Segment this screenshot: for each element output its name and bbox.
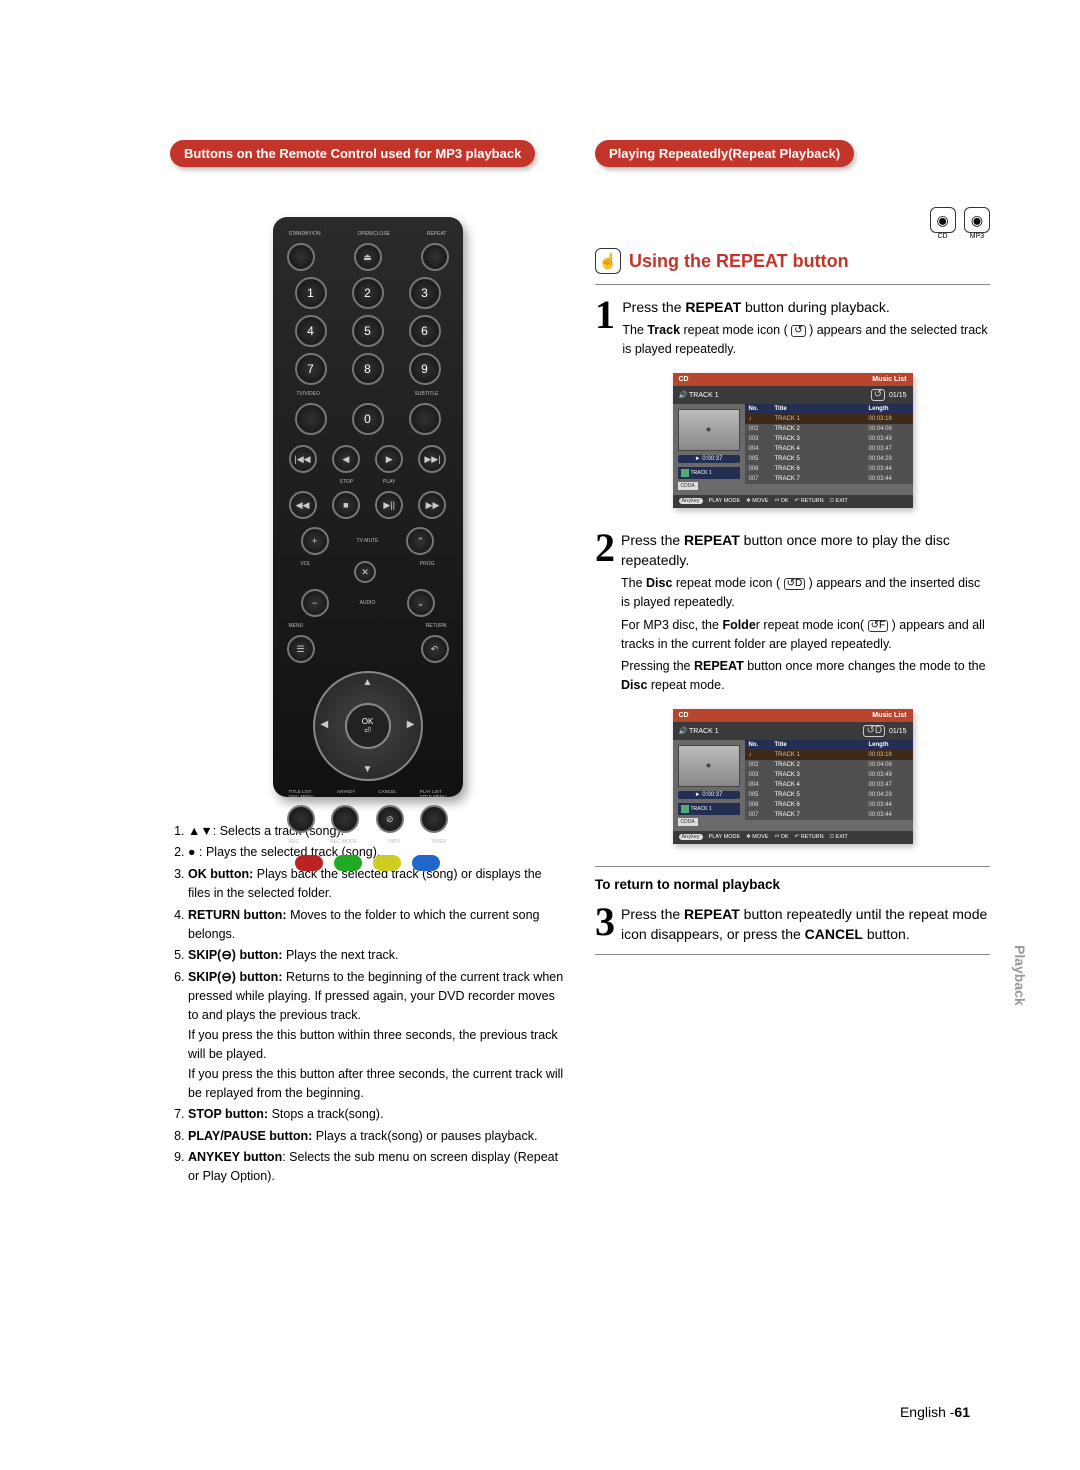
dpad[interactable]: ▲ ▼ ◀ ▶ OK⏎	[313, 671, 423, 781]
btn-mute[interactable]: ✕	[354, 561, 376, 583]
btn-blue[interactable]	[412, 855, 440, 871]
btn-prog-down[interactable]: ⌄	[407, 589, 435, 617]
lbl-cancel: CANCEL	[378, 789, 396, 799]
btn-return[interactable]: ↶	[421, 635, 449, 663]
cd-icon: ◉	[930, 207, 956, 233]
btn-skip-next[interactable]: ▶▶|	[418, 445, 446, 473]
page-footer: English -61	[900, 1404, 970, 1420]
side-tab: Playback	[1012, 945, 1028, 1006]
step-3: 3 Press the REPEAT button repeatedly unt…	[595, 904, 990, 945]
return-title: To return to normal playback	[595, 877, 990, 892]
remote-control: STANDBY/ON OPEN/CLOSE REPEAT ⏏ 123 456 7…	[273, 217, 463, 797]
btn-vol-up[interactable]: +	[301, 527, 329, 555]
cd-music-list: CDMusic List 🔊 TRACK 1↺ 01/15 ◉ ► 0:00:3…	[673, 373, 913, 508]
lbl-playlist: PLAY LISTTITLE MENU	[420, 789, 447, 799]
num-5[interactable]: 5	[352, 315, 384, 347]
num-4[interactable]: 4	[295, 315, 327, 347]
btn-anykey[interactable]	[331, 805, 359, 833]
btn-subtitle[interactable]	[409, 403, 441, 435]
btn-rew[interactable]: ◀	[332, 445, 360, 473]
btn-vol-down[interactable]: −	[301, 589, 329, 617]
btn-cancel[interactable]: ⊘	[376, 805, 404, 833]
num-3[interactable]: 3	[409, 277, 441, 309]
btn-yellow[interactable]	[373, 855, 401, 871]
btn-ffwd[interactable]: ▶▶	[418, 491, 446, 519]
section-title: Using the REPEAT button	[629, 251, 849, 272]
hand-icon: ☝	[595, 248, 621, 274]
cd-music-list: CDMusic List 🔊 TRACK 1↺D 01/15 ◉ ► 0:00:…	[673, 709, 913, 844]
lbl-openclose: OPEN/CLOSE	[357, 231, 390, 237]
num-9[interactable]: 9	[409, 353, 441, 385]
btn-playlist[interactable]	[420, 805, 448, 833]
num-8[interactable]: 8	[352, 353, 384, 385]
btn-playpause[interactable]: ▶||	[375, 491, 403, 519]
mp3-icon: ◉	[964, 207, 990, 233]
btn-standby[interactable]	[287, 243, 315, 271]
btn-prog-up[interactable]: ⌃	[406, 527, 434, 555]
remote-notes: ▲▼: Selects a track (song).● : Plays the…	[170, 822, 565, 1187]
num-6[interactable]: 6	[409, 315, 441, 347]
btn-titlelist[interactable]	[287, 805, 315, 833]
left-column: Buttons on the Remote Control used for M…	[170, 140, 565, 1189]
btn-red[interactable]	[295, 855, 323, 871]
num-1[interactable]: 1	[295, 277, 327, 309]
lbl-repeat: REPEAT	[427, 231, 447, 237]
btn-stop[interactable]: ■	[332, 491, 360, 519]
btn-repeat[interactable]	[421, 243, 449, 271]
btn-eject[interactable]: ⏏	[354, 243, 382, 271]
lbl-anykey: ANYKEY	[337, 789, 355, 799]
btn-skip-prev[interactable]: |◀◀	[289, 445, 317, 473]
btn-fwd[interactable]: ▶	[375, 445, 403, 473]
btn-rewind[interactable]: ◀◀	[289, 491, 317, 519]
btn-ok[interactable]: OK⏎	[345, 703, 391, 749]
num-0[interactable]: 0	[352, 403, 384, 435]
btn-tvvideo[interactable]	[295, 403, 327, 435]
step1-sub: The Track repeat mode icon ( ↺ ) appears…	[622, 321, 990, 359]
lbl-titlelist: TITLE LISTDISC MENU	[289, 789, 314, 799]
btn-menu[interactable]: ☰	[287, 635, 315, 663]
btn-green[interactable]	[334, 855, 362, 871]
num-2[interactable]: 2	[352, 277, 384, 309]
right-header-pill: Playing Repeatedly(Repeat Playback)	[595, 140, 854, 167]
disc-icons: ◉CD ◉MP3	[595, 207, 990, 240]
num-7[interactable]: 7	[295, 353, 327, 385]
step-1: 1 Press the REPEAT button during playbac…	[595, 297, 990, 359]
lbl-standby: STANDBY/ON	[289, 231, 321, 237]
right-column: Playing Repeatedly(Repeat Playback) ◉CD …	[595, 140, 990, 1189]
left-header-pill: Buttons on the Remote Control used for M…	[170, 140, 535, 167]
step-2: 2 Press the REPEAT button once more to p…	[595, 530, 990, 695]
